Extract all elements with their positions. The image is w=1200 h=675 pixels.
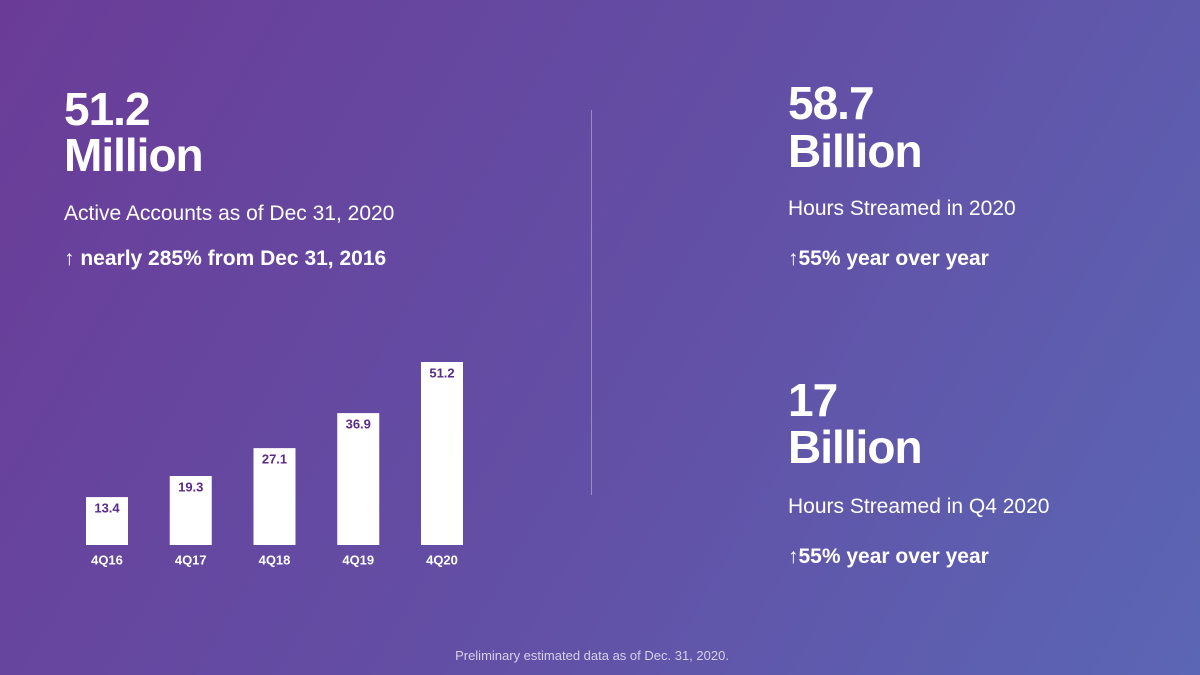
stat-change: ↑55% year over year — [788, 247, 989, 270]
bar-value-label: 51.2 — [429, 365, 454, 380]
stat-value: 17 — [788, 374, 838, 426]
bar — [337, 413, 380, 545]
bar-value-label: 19.3 — [178, 479, 203, 494]
x-tick-label: 4Q17 — [175, 552, 207, 567]
stat-unit: Million — [64, 129, 204, 181]
x-tick-label: 4Q20 — [426, 552, 458, 567]
stat-caption: Active Accounts as of Dec 31, 2020 — [64, 202, 395, 225]
chart: 13.4 4Q16 19.3 4Q17 27.1 4Q18 36.9 4Q19 51.2 4Q20 — [86, 362, 463, 567]
bar — [86, 497, 128, 545]
stat-caption: Hours Streamed in 2020 — [788, 197, 1016, 220]
bar-value-label: 27.1 — [262, 452, 287, 467]
bar-value-label: 13.4 — [94, 501, 120, 516]
x-tick-label: 4Q16 — [91, 552, 123, 567]
stat-change: ↑ nearly 285% from Dec 31, 2016 — [64, 247, 387, 270]
stat-change: ↑55% year over year — [788, 545, 989, 568]
stat-unit: Billion — [788, 421, 923, 473]
footer-note: Preliminary estimated data as of Dec. 31… — [455, 648, 729, 663]
stat-value: 51.2 — [64, 83, 151, 135]
bar — [421, 362, 463, 545]
divider — [591, 110, 592, 495]
stat-caption: Hours Streamed in Q4 2020 — [788, 495, 1050, 518]
bar-value-label: 36.9 — [346, 417, 371, 432]
bar — [169, 476, 212, 545]
stat-unit: Billion — [788, 125, 923, 177]
bar — [253, 448, 296, 545]
x-tick-label: 4Q18 — [259, 552, 291, 567]
stat-value: 58.7 — [788, 77, 875, 129]
x-tick-label: 4Q19 — [342, 552, 374, 567]
